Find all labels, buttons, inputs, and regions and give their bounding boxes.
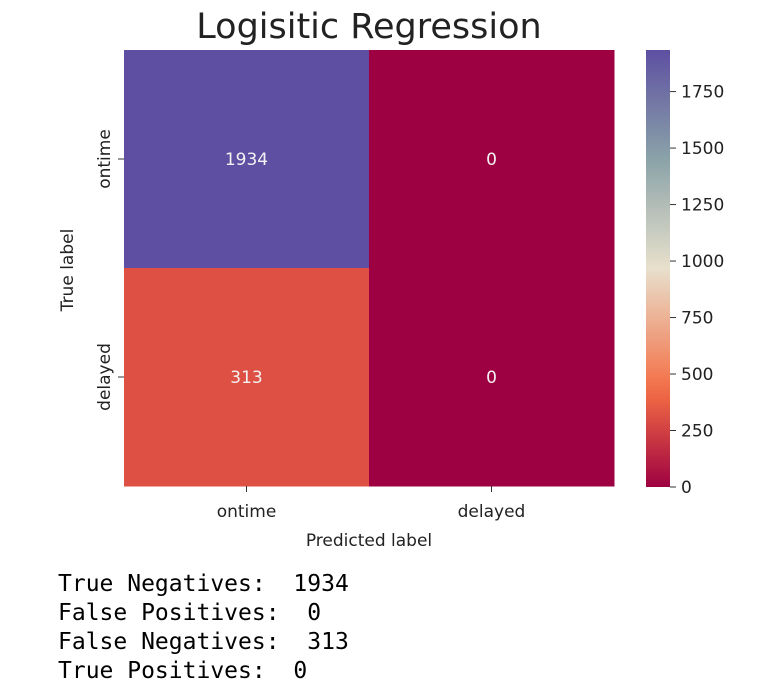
cell-value-label: 0: [486, 368, 497, 388]
x-tick-label: ontime: [217, 502, 277, 522]
stat-false-negatives: False Negatives: 313: [58, 629, 349, 655]
colorbar-tick-label: 1750: [681, 83, 724, 103]
stat-false-positives: False Positives: 0: [58, 600, 322, 626]
y-tick-label: delayed: [95, 343, 115, 411]
colorbar-tick-label: 1250: [681, 196, 724, 216]
y-axis-label: True label: [58, 229, 78, 313]
colorbar-tick-label: 500: [681, 365, 713, 385]
cell-value-label: 313: [230, 368, 262, 388]
colorbar-tick-label: 0: [681, 478, 692, 498]
cell-value-label: 1934: [225, 150, 268, 170]
heatmap-cell: [124, 50, 370, 269]
cell-value-label: 0: [486, 150, 497, 170]
y-tick-label: ontime: [95, 129, 115, 189]
chart-title: Logisitic Regression: [196, 7, 541, 47]
x-axis-label: Predicted label: [306, 531, 432, 551]
colorbar-tick-label: 250: [681, 422, 713, 442]
stat-true-negatives: True Negatives: 1934: [58, 571, 349, 597]
stat-true-positives: True Positives: 0: [58, 658, 308, 684]
confusion-stats: True Negatives: 1934 False Positives: 0 …: [58, 570, 349, 686]
colorbar-tick-label: 1000: [681, 252, 724, 272]
heatmap-cell: [369, 50, 615, 269]
heatmap-cell: [124, 268, 370, 487]
colorbar: [646, 50, 670, 487]
x-tick-label: delayed: [458, 502, 526, 522]
colorbar-tick-label: 1500: [681, 139, 724, 159]
heatmap-cell: [369, 268, 615, 487]
confusion-matrix-chart: Logisitic Regression 1934 0 313 0 ontime del…: [58, 7, 724, 551]
colorbar-tick-label: 750: [681, 309, 713, 329]
